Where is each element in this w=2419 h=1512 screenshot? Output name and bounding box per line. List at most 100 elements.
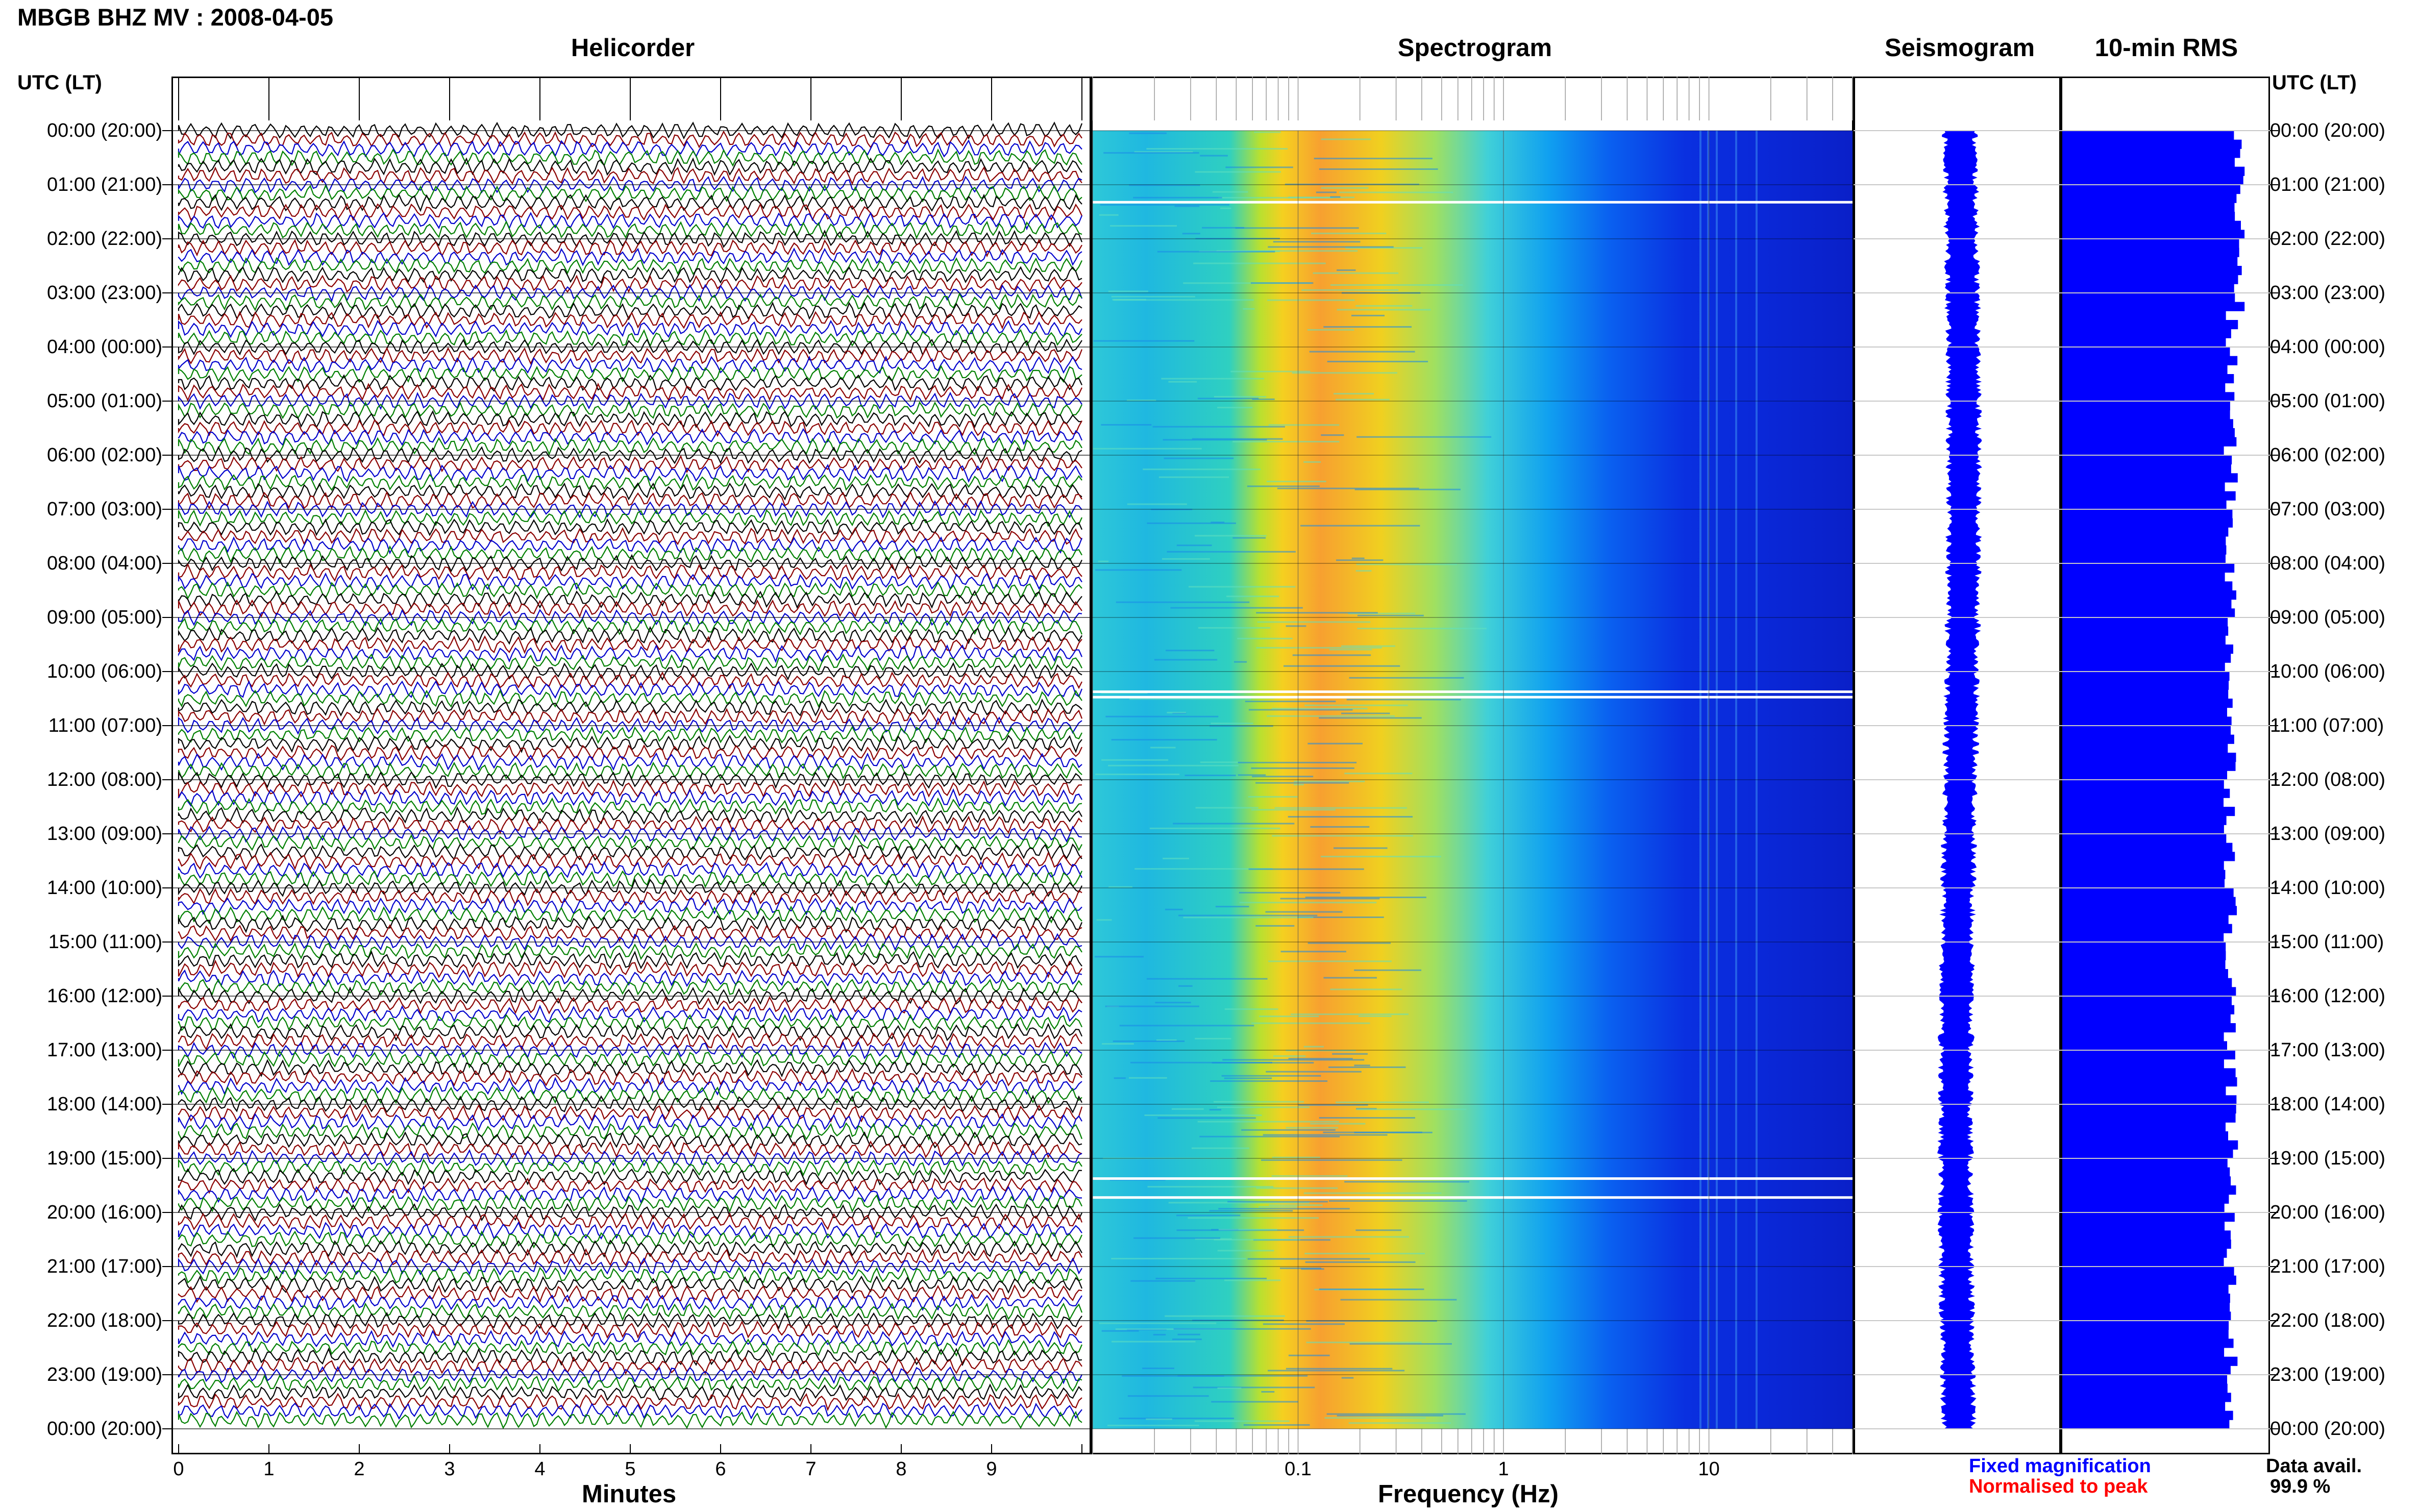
rms-bar — [2062, 166, 2245, 176]
helicorder-trace — [178, 545, 1082, 564]
helicorder-trace — [178, 708, 1083, 726]
spectrogram-striation — [1221, 1075, 1321, 1077]
rms-bar — [2062, 176, 2243, 185]
spectrogram-striation — [1280, 1267, 1321, 1269]
spectrogram-striation — [1214, 1238, 1300, 1241]
rms-bar — [2062, 572, 2225, 582]
spectrogram-striation — [1217, 1387, 1242, 1389]
spectrogram-striation — [1313, 272, 1399, 274]
helicorder-trace — [178, 401, 1082, 419]
spectrogram-x-tick-label: 0.1 — [1285, 1458, 1312, 1480]
spectrogram-striation — [1288, 816, 1413, 818]
spectrogram-striation — [1130, 1280, 1196, 1282]
helicorder-trace — [178, 689, 1082, 708]
helicorder-trace — [178, 1230, 1082, 1249]
spectrogram-striation — [1171, 1108, 1204, 1110]
time-label-right: 03:00 (23:00) — [2270, 282, 2386, 304]
helicorder-trace — [178, 1347, 1082, 1367]
spectrogram-striation — [1239, 891, 1341, 894]
spectrogram-striation — [1319, 1117, 1415, 1119]
rms-bar — [2062, 842, 2233, 852]
spectrogram-striation — [1280, 951, 1346, 953]
spectrogram-striation — [1239, 902, 1377, 904]
rms-bar — [2062, 1366, 2231, 1375]
time-label-left: 08:00 (04:00) — [46, 553, 162, 574]
spectrogram-striation — [1298, 1104, 1368, 1106]
spectrogram-striation — [1273, 1055, 1306, 1057]
spectrogram-striation — [1168, 381, 1197, 383]
spectrogram-striation — [1144, 1114, 1262, 1117]
helicorder-trace — [178, 338, 1082, 357]
spectrogram-striation — [1283, 665, 1400, 667]
spectrogram-striation — [1286, 1368, 1393, 1370]
helicorder-trace — [178, 671, 1082, 689]
rms-bar — [2062, 473, 2238, 483]
rms-bar — [2062, 1050, 2235, 1060]
time-label-left: 05:00 (01:00) — [46, 390, 162, 412]
spectrogram-striation — [1339, 191, 1453, 193]
spectrogram-striation — [1095, 569, 1182, 571]
helicorder-trace — [178, 1059, 1082, 1078]
utc-label-right: UTC (LT) — [2272, 71, 2357, 94]
spectrogram-striation — [1258, 1206, 1297, 1208]
spectrogram-striation — [1321, 187, 1369, 189]
helicorder-trace — [178, 211, 1083, 231]
helicorder-trace — [178, 428, 1083, 447]
helicorder-trace — [178, 284, 1083, 303]
rms-bar — [2062, 1383, 2228, 1393]
rms-bar — [2062, 734, 2234, 744]
rms-bar — [2062, 599, 2232, 609]
rms-bar — [2062, 193, 2237, 203]
rms-bar — [2062, 924, 2232, 933]
helicorder-trace — [178, 1257, 1082, 1276]
rms-bar — [2062, 798, 2224, 807]
rms-bar — [2062, 645, 2234, 654]
rms-bar — [2062, 365, 2228, 375]
spectrogram-striation — [1193, 1386, 1315, 1389]
helicorder-trace — [178, 698, 1082, 717]
helicorder-trace — [178, 599, 1082, 618]
spectrogram-striation — [1286, 1050, 1356, 1052]
helicorder-trace — [178, 473, 1082, 491]
rms-bar — [2062, 1240, 2231, 1249]
rms-bar — [2062, 699, 2233, 708]
spectrogram-striation — [1110, 225, 1177, 227]
helicorder-trace — [178, 617, 1083, 636]
spectrogram-striation — [1348, 1422, 1451, 1424]
spectrogram-data-gap — [1093, 1177, 1853, 1180]
rms-bar — [2062, 1086, 2226, 1096]
spectrogram-harmonic-line — [1735, 131, 1737, 1429]
time-label-left: 12:00 (08:00) — [46, 769, 162, 790]
helicorder-x-tick-label: 1 — [263, 1458, 275, 1480]
rms-bar — [2062, 139, 2242, 149]
spectrogram-striation — [1268, 246, 1394, 248]
rms-bar — [2062, 311, 2226, 320]
helicorder-trace — [178, 193, 1082, 212]
spectrogram-striation — [1096, 919, 1112, 921]
helicorder-trace — [178, 797, 1082, 816]
helicorder-trace — [178, 1168, 1082, 1186]
helicorder-trace — [178, 275, 1082, 293]
spectrogram-striation — [1354, 1064, 1370, 1067]
spectrogram-striation — [1349, 1343, 1452, 1345]
rms-bar — [2062, 185, 2240, 194]
helicorder-trace — [178, 1393, 1082, 1411]
spectrogram-striation — [1107, 1424, 1199, 1426]
spectrogram-striation — [1165, 908, 1183, 910]
rms-bar — [2062, 1041, 2227, 1051]
time-label-left: 09:00 (05:00) — [46, 607, 162, 628]
rms-bar — [2062, 563, 2235, 573]
spectrogram-striation — [1147, 1186, 1274, 1188]
spectrogram-striation — [1108, 886, 1132, 888]
helicorder-trace — [178, 734, 1082, 753]
time-label-right: 07:00 (03:00) — [2270, 499, 2386, 520]
rms-bar — [2062, 1077, 2237, 1087]
spectrogram-striation — [1217, 1106, 1310, 1108]
spectrogram-striation — [1129, 1077, 1167, 1079]
spectrogram-striation — [1268, 424, 1340, 426]
rms-bar — [2062, 753, 2236, 762]
rms-bar — [2062, 383, 2226, 392]
spectrogram-striation — [1251, 767, 1354, 769]
spectrogram-striation — [1349, 677, 1464, 679]
spectrogram-striation — [1112, 299, 1146, 301]
